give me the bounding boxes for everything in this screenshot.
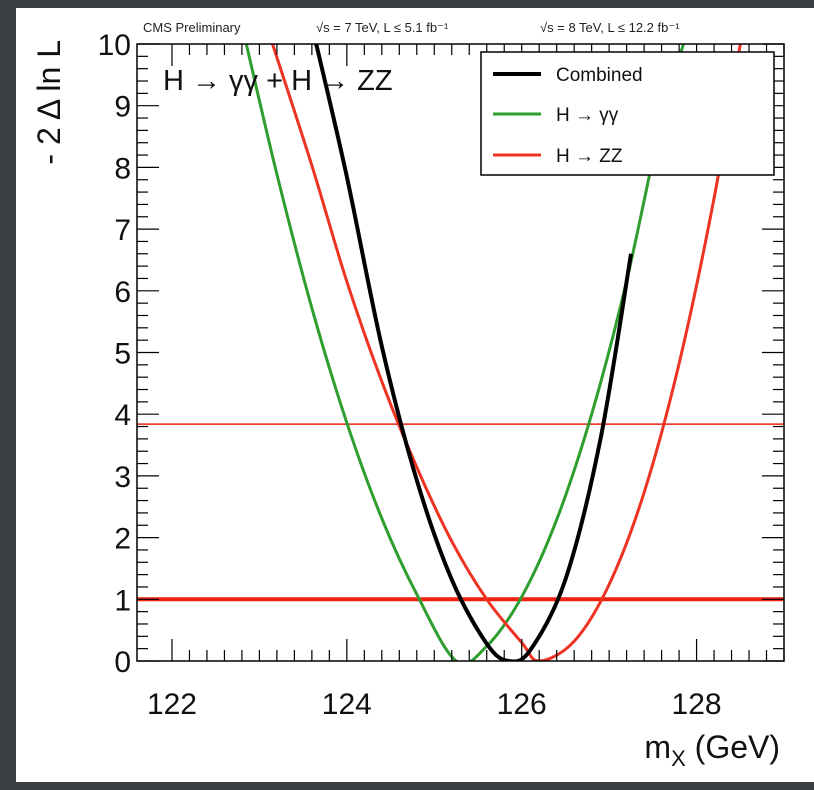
lumi-7tev-label: √s = 7 TeV, L ≤ 5.1 fb⁻¹ <box>316 20 449 35</box>
y-axis-title: - 2 Δ ln L <box>31 40 67 165</box>
y-tick-label: 5 <box>114 338 131 371</box>
y-tick-label: 0 <box>114 646 131 679</box>
plot-frame <box>136 43 785 662</box>
x-tick-label: 126 <box>497 688 547 721</box>
y-tick-label: 3 <box>114 461 131 494</box>
lumi-8tev-label: √s = 8 TeV, L ≤ 12.2 fb⁻¹ <box>540 20 680 35</box>
legend: Combined H → γγ H → ZZ <box>480 51 775 176</box>
channel-annotation: H → γγ + H → ZZ <box>163 65 393 97</box>
y-tick-label: 4 <box>114 399 131 432</box>
y-tick-label: 9 <box>114 91 131 124</box>
x-axis-title-unit: (GeV) <box>686 729 780 765</box>
x-tick-label: 124 <box>322 688 372 721</box>
legend-label-gamma-gamma: H → γγ <box>556 105 619 126</box>
legend-label-combined: Combined <box>556 65 643 86</box>
x-axis-title-subscript: X <box>671 746 686 771</box>
x-tick-label: 122 <box>147 688 197 721</box>
x-axis-title-main: m <box>644 729 671 765</box>
y-tick-label: 10 <box>98 29 131 62</box>
tick-labels: 122 124 126 128 0 1 2 3 4 5 6 7 8 9 10 <box>98 29 722 721</box>
y-tick-label: 8 <box>114 152 131 185</box>
y-tick-label: 1 <box>114 584 131 617</box>
legend-label-zz: H → ZZ <box>556 146 623 167</box>
y-tick-label: 7 <box>114 214 131 247</box>
experiment-label: CMS Preliminary <box>143 20 241 35</box>
y-tick-label: 2 <box>114 523 131 556</box>
y-tick-label: 6 <box>114 276 131 309</box>
series-combined <box>314 44 633 661</box>
tick-marks <box>137 43 785 662</box>
x-tick-label: 128 <box>672 688 722 721</box>
x-axis-title: mX (GeV) <box>644 729 780 771</box>
